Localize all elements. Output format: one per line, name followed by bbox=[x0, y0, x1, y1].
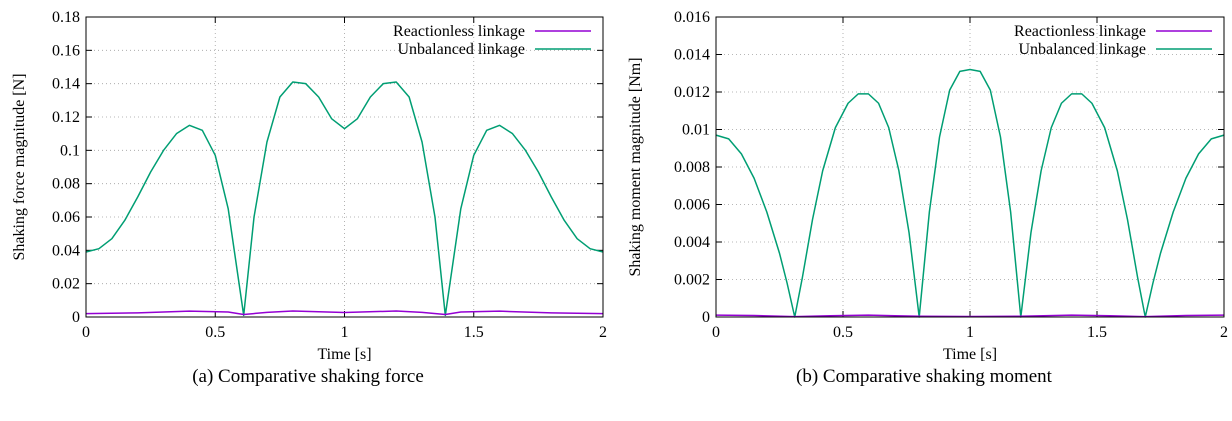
caption-shaking-force: (a) Comparative shaking force bbox=[192, 366, 424, 387]
x-tick-label: 0 bbox=[82, 324, 90, 341]
x-axis-label: Time [s] bbox=[943, 346, 997, 363]
y-tick-label: 0.006 bbox=[674, 197, 710, 214]
legend-label-reactionless: Reactionless linkage bbox=[1014, 23, 1146, 40]
y-tick-label: 0.04 bbox=[52, 242, 80, 259]
y-tick-label: 0.008 bbox=[674, 159, 710, 176]
x-tick-label: 0.5 bbox=[833, 324, 853, 341]
x-tick-label: 0 bbox=[712, 324, 720, 341]
x-axis-label: Time [s] bbox=[317, 346, 371, 363]
y-tick-label: 0.012 bbox=[674, 84, 710, 101]
y-tick-label: 0.12 bbox=[52, 109, 80, 126]
plot-frame bbox=[85, 16, 604, 318]
series-line-unbalanced bbox=[85, 81, 604, 317]
y-tick-label: 0.18 bbox=[52, 9, 80, 26]
y-tick-label: 0.016 bbox=[674, 9, 710, 26]
x-tick-label: 2 bbox=[599, 324, 607, 341]
x-tick-label: 1.5 bbox=[464, 324, 484, 341]
x-tick-label: 1 bbox=[966, 324, 974, 341]
y-tick-label: 0.08 bbox=[52, 176, 80, 193]
series-line-reactionless bbox=[85, 310, 604, 316]
y-tick-label: 0.002 bbox=[674, 272, 710, 289]
x-tick-label: 0.5 bbox=[205, 324, 225, 341]
caption-shaking-moment: (b) Comparative shaking moment bbox=[796, 366, 1052, 387]
y-tick-label: 0.06 bbox=[52, 209, 80, 226]
legend-label-unbalanced: Unbalanced linkage bbox=[398, 41, 526, 58]
plot-frame bbox=[715, 16, 1225, 318]
panel-shaking-force: 0 0.02 0.04 0.06 0.08 0.1 0.12 0.14 0.16 0.18 0 0.5… bbox=[11, 9, 607, 387]
y-tick-label: 0.004 bbox=[674, 234, 710, 251]
y-axis-label: Shaking moment magnitude [Nm] bbox=[627, 57, 644, 276]
x-tick-label: 1 bbox=[341, 324, 349, 341]
y-tick-label: 0.014 bbox=[674, 47, 710, 64]
x-tick-label: 1.5 bbox=[1087, 324, 1107, 341]
panel-shaking-moment: 0 0.002 0.004 0.006 0.008 0.01 0.012 0.014 0.016… bbox=[616, 0, 1232, 421]
legend-label-reactionless: Reactionless linkage bbox=[393, 23, 525, 40]
x-tick-label: 2 bbox=[1220, 324, 1228, 341]
legend-label-unbalanced: Unbalanced linkage bbox=[1019, 41, 1147, 58]
y-tick-label: 0 bbox=[72, 309, 80, 326]
y-tick-label: 0.1 bbox=[60, 142, 80, 159]
chart-shaking-force: 0 0.02 0.04 0.06 0.08 0.1 0.12 0.14 0.16 0.18 0 0.5… bbox=[11, 9, 607, 363]
series-line-unbalanced bbox=[715, 68, 1225, 318]
y-tick-label: 0.16 bbox=[52, 42, 80, 59]
y-axis-label: Shaking force magnitude [N] bbox=[11, 73, 28, 260]
chart-shaking-moment: 0 0.002 0.004 0.006 0.008 0.01 0.012 0.014 0.016… bbox=[627, 9, 1228, 363]
y-tick-label: 0.02 bbox=[52, 276, 80, 293]
y-tick-label: 0.14 bbox=[52, 76, 80, 93]
y-tick-label: 0.01 bbox=[682, 122, 710, 139]
y-tick-label: 0 bbox=[702, 309, 710, 326]
